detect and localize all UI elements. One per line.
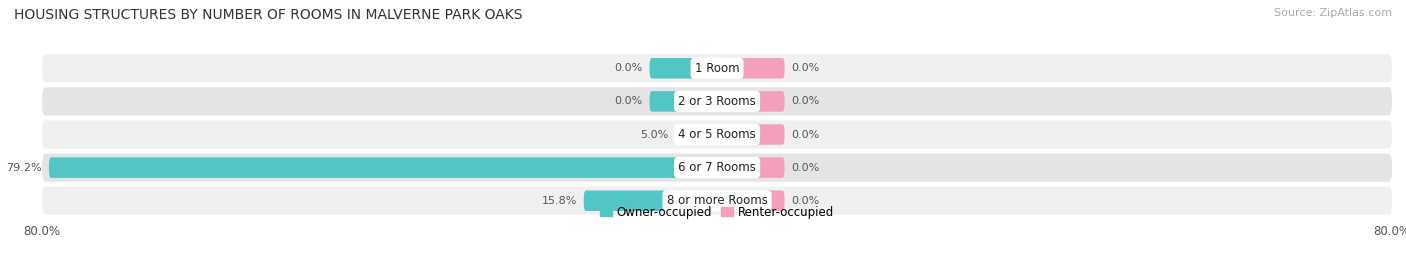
FancyBboxPatch shape xyxy=(42,54,1392,82)
Text: 2 or 3 Rooms: 2 or 3 Rooms xyxy=(678,95,756,108)
Text: 15.8%: 15.8% xyxy=(541,196,576,206)
Text: 6 or 7 Rooms: 6 or 7 Rooms xyxy=(678,161,756,174)
Text: 0.0%: 0.0% xyxy=(792,129,820,140)
Text: 1 Room: 1 Room xyxy=(695,62,740,75)
FancyBboxPatch shape xyxy=(49,157,717,178)
Text: 0.0%: 0.0% xyxy=(792,162,820,173)
Text: 8 or more Rooms: 8 or more Rooms xyxy=(666,194,768,207)
Text: 0.0%: 0.0% xyxy=(614,63,643,73)
FancyBboxPatch shape xyxy=(42,187,1392,215)
Legend: Owner-occupied, Renter-occupied: Owner-occupied, Renter-occupied xyxy=(595,201,839,223)
FancyBboxPatch shape xyxy=(717,190,785,211)
FancyBboxPatch shape xyxy=(717,91,785,112)
FancyBboxPatch shape xyxy=(717,124,785,145)
Text: HOUSING STRUCTURES BY NUMBER OF ROOMS IN MALVERNE PARK OAKS: HOUSING STRUCTURES BY NUMBER OF ROOMS IN… xyxy=(14,8,523,22)
FancyBboxPatch shape xyxy=(717,157,785,178)
Text: Source: ZipAtlas.com: Source: ZipAtlas.com xyxy=(1274,8,1392,18)
FancyBboxPatch shape xyxy=(42,154,1392,182)
Text: 4 or 5 Rooms: 4 or 5 Rooms xyxy=(678,128,756,141)
FancyBboxPatch shape xyxy=(717,58,785,79)
Text: 0.0%: 0.0% xyxy=(614,96,643,107)
FancyBboxPatch shape xyxy=(650,58,717,79)
Text: 0.0%: 0.0% xyxy=(792,63,820,73)
FancyBboxPatch shape xyxy=(42,87,1392,115)
FancyBboxPatch shape xyxy=(675,124,717,145)
FancyBboxPatch shape xyxy=(583,190,717,211)
FancyBboxPatch shape xyxy=(650,91,717,112)
Text: 5.0%: 5.0% xyxy=(640,129,668,140)
Text: 0.0%: 0.0% xyxy=(792,196,820,206)
Text: 0.0%: 0.0% xyxy=(792,96,820,107)
FancyBboxPatch shape xyxy=(42,121,1392,148)
Text: 79.2%: 79.2% xyxy=(7,162,42,173)
